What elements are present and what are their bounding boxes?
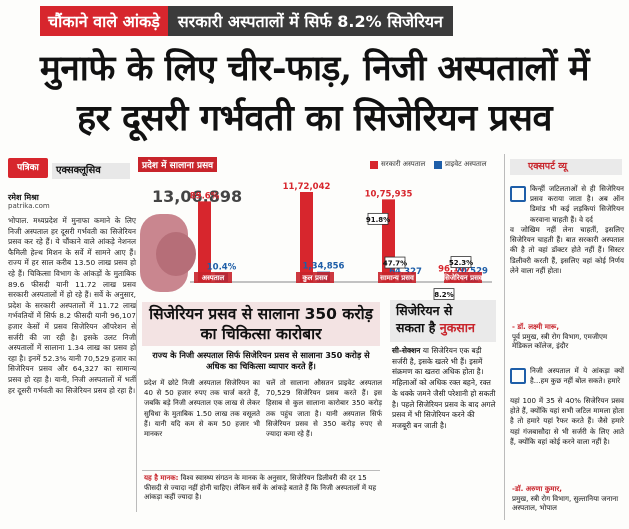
who-standard-note: यह है मानक: विश्व स्वास्थ्य संगठन के मान… [144, 474, 380, 503]
expert-2-signature: -डॉ. अरुणा कुमार, प्रमुख, स्त्री रोग विभ… [512, 484, 624, 513]
risk-title-prefix: सकता है [396, 320, 440, 335]
percent-badge-3 [450, 256, 472, 268]
category-label-bg-3 [444, 272, 482, 283]
data-label-govt-2: 10,75,935 [365, 189, 413, 199]
category-label-bg-2 [378, 272, 416, 283]
data-label-private-1: 1,34,856 [303, 262, 345, 272]
legend-swatch-govt [370, 160, 378, 169]
risk-title-highlight: नुकसान [439, 320, 475, 335]
headline-line-2: हर दूसरी गर्भवती का सिजेरियन प्रसव [76, 97, 553, 139]
business-text-left: प्रदेश में छोटे निजी अस्पताल सिजेरियन का… [144, 379, 260, 439]
expert-quote-1-bottom: व जोखिम नहीं लेना चाहतीं, इसलिए सिजेरियन… [510, 225, 624, 275]
site-url: patrika.com [8, 202, 50, 210]
business-text-right: चलें तो सालाना औसतन प्राइवेट अस्पताल 70,… [266, 379, 382, 439]
business-title: सिजेरियन प्रसव से सालाना 350 करोड़ का चि… [142, 302, 380, 346]
author-name: रमेश मिश्रा [8, 193, 39, 202]
legend-private: प्राइवेट अस्पताल [434, 160, 486, 169]
data-label-private-0: 10.4% [207, 263, 237, 273]
main-article-text: भोपाल. मध्यप्रदेश में मुनाफा कमाने के लि… [8, 216, 136, 395]
expert-quote-1-top: किन्हीं जटिलताओं से ही सिजेरियन प्रसव कर… [530, 184, 624, 224]
risk-tag: सी-सेक्शन [392, 346, 421, 355]
risk-box-title: सिजेरियन से सकता है नुकसान [390, 300, 496, 342]
total-deliveries-label: 13,06,898 [152, 187, 242, 206]
quote-icon [510, 368, 526, 384]
kicker-label: चौंकाने वाले आंकड़े [40, 6, 168, 36]
quote-icon [510, 186, 526, 202]
percent-badge-text-3: 52.3% [449, 259, 473, 267]
patrika-logo: पत्रिका [8, 158, 48, 178]
category-label-3: सिजेरियन प्रसव [442, 273, 484, 282]
kicker-subtitle: सरकारी अस्पतालों में सिर्फ 8.2% सिजेरियन [167, 6, 453, 36]
data-label-private-3: 70,529 [455, 267, 488, 277]
percent-badge-1 [384, 256, 406, 269]
expert-view-header: एक्सपर्ट व्यू [510, 159, 622, 175]
expert-2-name: -डॉ. अरुणा कुमार, [512, 484, 562, 493]
data-label-govt-1: 11,72,042 [283, 182, 331, 192]
data-label-govt-3: 96,107 [438, 265, 471, 275]
business-subtitle: राज्य के निजी अस्पताल सिर्फ सिजेरियन प्र… [152, 350, 370, 371]
headline-line-1: मुनाफे के लिए चीर-फाड़, निजी अस्पतालों म… [39, 48, 590, 89]
business-box [136, 300, 384, 512]
category-label-bg-0 [194, 272, 232, 283]
pregnancy-belly [156, 232, 196, 276]
percent-badge-0 [367, 212, 389, 225]
legend-govt: सरकारी अस्पताल [370, 160, 425, 169]
category-label-0: अस्पताल [202, 274, 225, 282]
risk-text: सी-सेक्शन या सिजेरियन एक बड़ी सर्जरी है,… [392, 346, 496, 432]
category-label-1: कुल प्रसव [301, 274, 328, 283]
bar-govt-0 [198, 201, 211, 282]
risk-title-line-2: सकता है नुकसान [396, 319, 490, 336]
exclusive-tag: एक्सक्लूसिव [52, 163, 130, 179]
bar-govt-1 [300, 192, 313, 282]
percent-badge-text-1: 47.7% [383, 260, 407, 268]
legend-swatch-private [434, 160, 442, 169]
footnote-divider [142, 470, 380, 471]
category-label-2: सामान्य प्रसव [379, 274, 415, 282]
chart-title: प्रदेश में सालाना प्रसव [138, 157, 218, 172]
risk-body: या सिजेरियन एक बड़ी सर्जरी है, इसके खतरे… [392, 346, 496, 430]
kicker-strip: चौंकाने वाले आंकड़े सरकारी अस्पतालों में… [40, 6, 453, 36]
expert-1-signature: - डॉ. लक्ष्मी मारू, पूर्व प्रमुख, स्त्री… [512, 322, 624, 351]
data-label-govt-0: 89.6% [190, 191, 220, 201]
expert-1-role: पूर्व प्रमुख, स्त्री रोग विभाग, एमजीएम म… [512, 331, 608, 351]
risk-title-line-1: सिजेरियन से [396, 303, 453, 318]
percent-badge-text-0: 91.8% [366, 216, 390, 224]
footnote-label: यह है मानक: [144, 474, 179, 482]
expert-quote-2-top: निजी अस्पताल में ये आंकड़ा क्यों है...हम… [530, 366, 624, 386]
legend-label-govt: सरकारी अस्पताल [381, 160, 426, 168]
category-label-bg-1 [296, 272, 334, 283]
expert-quote-2-bottom: यहां 100 में 35 से 40% सिजेरियन प्रसव हो… [510, 396, 624, 446]
column-divider [504, 154, 505, 520]
expert-1-name: - डॉ. लक्ष्मी मारू, [512, 322, 560, 331]
percent-badge-text-2: 8.2% [434, 291, 453, 299]
footnote-text: विश्व स्वास्थ्य संगठन के मानक के अनुसार,… [144, 474, 377, 502]
percent-badge-2 [433, 288, 455, 300]
expert-2-role: प्रमुख, स्त्री रोग विभाग, सुल्तानिया जना… [512, 493, 619, 513]
legend-label-private: प्राइवेट अस्पताल [445, 160, 487, 168]
